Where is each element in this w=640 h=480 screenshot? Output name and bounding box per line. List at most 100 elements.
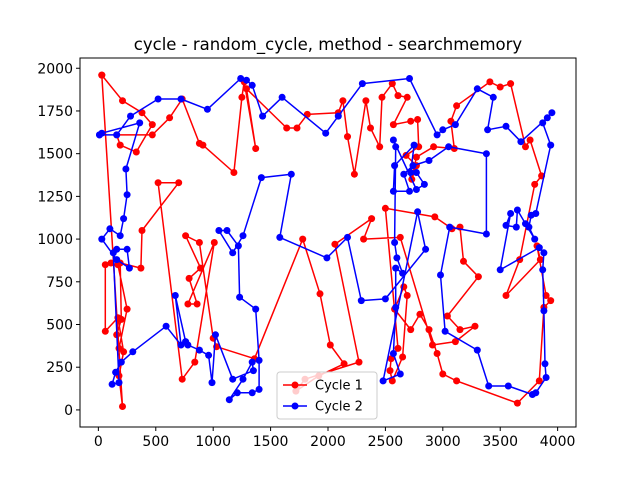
- series-1-point: [193, 300, 201, 308]
- series-2-point: [539, 266, 547, 274]
- legend-label: Cycle 2: [315, 400, 363, 415]
- series-2-point: [547, 141, 555, 149]
- series-1-point: [394, 92, 402, 100]
- series-2-point: [334, 112, 342, 120]
- series-1-point: [138, 227, 146, 234]
- series-2-point: [248, 389, 256, 397]
- series-2-point: [531, 235, 539, 243]
- series-1-point: [429, 341, 436, 349]
- legend-box: [276, 371, 378, 420]
- series-1-point: [316, 290, 324, 298]
- y-tick-label: 2000: [37, 61, 73, 77]
- y-tick-label: 0: [64, 403, 73, 419]
- series-2-point: [233, 389, 241, 397]
- series-1-point: [453, 102, 461, 110]
- series-1-point: [368, 215, 376, 223]
- y-tick-label: 1000: [37, 232, 73, 248]
- series-1-point: [474, 273, 482, 281]
- series-1-point: [252, 145, 260, 152]
- x-tick-label: 3500: [482, 434, 518, 450]
- series-2-point: [234, 242, 242, 250]
- series-2-point: [391, 162, 399, 170]
- series-1-point: [175, 179, 183, 187]
- series-1-point: [376, 143, 384, 151]
- y-tick-label: 500: [46, 318, 73, 334]
- series-2-point: [113, 256, 121, 264]
- series-2-point: [108, 380, 116, 388]
- series-1-point: [535, 377, 543, 385]
- legend-swatch-marker: [291, 381, 299, 389]
- series-2-point: [136, 119, 144, 127]
- series-2-point: [528, 391, 536, 398]
- x-tick-label: 4000: [540, 434, 576, 450]
- series-2-point: [381, 295, 389, 303]
- series-1-point: [367, 124, 374, 132]
- legend-item-2: Cycle 2: [283, 400, 363, 415]
- series-2-point: [248, 358, 256, 366]
- x-tick-label: 2500: [368, 434, 404, 450]
- series-2-point: [389, 350, 397, 357]
- series-2-point: [446, 223, 454, 231]
- series-2-point: [414, 208, 422, 216]
- series-2-point: [389, 187, 397, 195]
- series-1-point: [389, 121, 397, 129]
- series-2-point: [439, 126, 447, 134]
- series-1-point: [362, 97, 370, 105]
- series-2-point: [113, 245, 121, 253]
- series-1-point: [148, 131, 156, 139]
- series-1-point: [98, 71, 106, 79]
- series-1-point: [414, 116, 422, 123]
- series-2-point: [409, 162, 417, 170]
- series-2-point: [106, 225, 114, 233]
- series-1-point: [536, 256, 544, 264]
- series-2-point: [208, 379, 216, 387]
- series-2-point: [123, 245, 131, 253]
- legend-label: Cycle 1: [315, 379, 363, 394]
- series-2-point: [239, 375, 247, 383]
- series-2-point: [255, 356, 263, 364]
- series-1-point: [184, 300, 192, 308]
- series-1-point: [197, 264, 205, 272]
- series-2-point: [489, 93, 497, 101]
- series-2-point: [406, 75, 413, 82]
- series-2-point: [392, 303, 400, 311]
- series-1-point: [119, 403, 126, 410]
- series-1-point: [119, 97, 126, 105]
- series-2-point: [177, 341, 185, 349]
- series-1-point: [522, 143, 529, 151]
- series-2-point: [412, 186, 420, 193]
- series-2-point: [441, 327, 449, 335]
- series-1-point: [191, 358, 199, 366]
- series-1: [98, 71, 555, 410]
- series-2-point: [512, 223, 520, 231]
- series-1-point: [243, 85, 250, 93]
- series-2-point: [243, 76, 250, 84]
- series-2-point: [522, 220, 529, 228]
- series-1-point: [486, 78, 494, 86]
- series-2-point: [322, 129, 330, 137]
- x-tick-label: 2000: [310, 434, 346, 450]
- series-1-point: [433, 350, 441, 357]
- series-2-point: [484, 126, 492, 134]
- series-2-point: [473, 346, 481, 354]
- series-2-point: [504, 382, 512, 390]
- series-2-point: [237, 75, 245, 82]
- series-2-point: [502, 122, 510, 130]
- series-2-point: [540, 249, 548, 257]
- series-1-point: [340, 360, 348, 368]
- series-2-point: [513, 206, 521, 214]
- series-2-point: [379, 377, 387, 385]
- series-2-point: [96, 131, 103, 139]
- series-2-point: [252, 305, 260, 313]
- series-1-point: [182, 232, 190, 240]
- series-2-point: [400, 170, 408, 178]
- series-2-point: [123, 191, 131, 199]
- legend-swatch-marker: [291, 402, 299, 410]
- y-tick-label: 1500: [37, 147, 73, 163]
- series-2-point: [323, 254, 331, 262]
- y-axis: 0 250 500 750 1000 1250 1500 1750 2000: [37, 61, 80, 419]
- chart-title: cycle - random_cycle, method - searchmem…: [134, 35, 523, 55]
- series-2-point: [548, 109, 556, 117]
- series-1-point: [355, 358, 363, 366]
